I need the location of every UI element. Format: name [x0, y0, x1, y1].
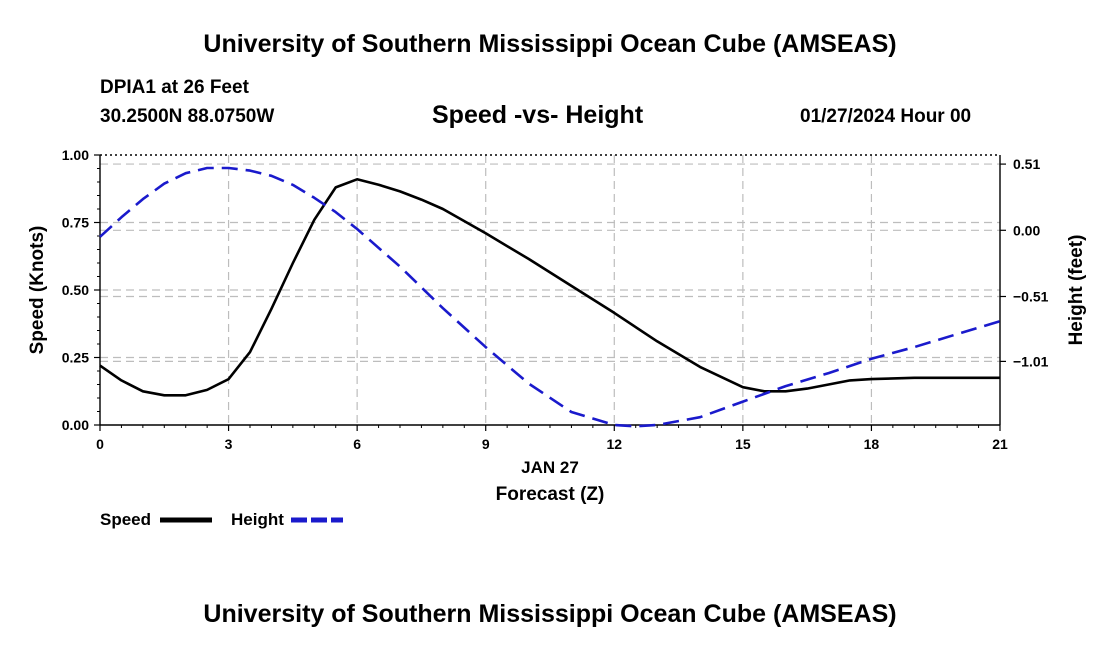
y-tick-label: 1.00: [62, 147, 89, 163]
y2-axis-title: Height (feet): [1066, 235, 1087, 346]
station-label: DPIA1 at 26 Feet: [100, 77, 249, 98]
x-tick-label: 21: [992, 436, 1008, 452]
series-line-speed: [99, 178, 1000, 397]
y2-tick-label: −0.51: [1013, 288, 1049, 304]
y-tick-label: 0.75: [62, 215, 89, 231]
series-line-height: [99, 166, 1001, 428]
x-tick-label: 15: [735, 436, 751, 452]
x-tick-label: 6: [353, 436, 361, 452]
location-label: 30.2500N 88.0750W: [100, 106, 275, 127]
y2-tick-label: 0.51: [1013, 156, 1040, 172]
chart-title-bottom: University of Southern Mississippi Ocean…: [203, 600, 897, 628]
chart-title-top: University of Southern Mississippi Ocean…: [203, 30, 897, 58]
x-axis-date-label: JAN 27: [521, 458, 579, 477]
x-tick-label: 0: [96, 436, 104, 452]
x-tick-label: 18: [864, 436, 880, 452]
x-tick-label: 12: [606, 436, 622, 452]
x-tick-label: 3: [225, 436, 233, 452]
x-axis-title: Forecast (Z): [496, 484, 605, 505]
legend-label-speed: Speed: [100, 510, 151, 529]
y-tick-label: 0.00: [62, 417, 89, 433]
y-axis-title: Speed (Knots): [27, 226, 48, 355]
y-tick-label: 0.50: [62, 282, 89, 298]
chart-subtitle: Speed -vs- Height: [432, 101, 644, 129]
y2-tick-label: −1.01: [1013, 353, 1049, 369]
y2-tick-label: 0.00: [1013, 222, 1040, 238]
y-tick-label: 0.25: [62, 350, 89, 366]
date-label: 01/27/2024 Hour 00: [800, 106, 972, 127]
legend-label-height: Height: [231, 510, 284, 529]
x-tick-label: 9: [482, 436, 490, 452]
